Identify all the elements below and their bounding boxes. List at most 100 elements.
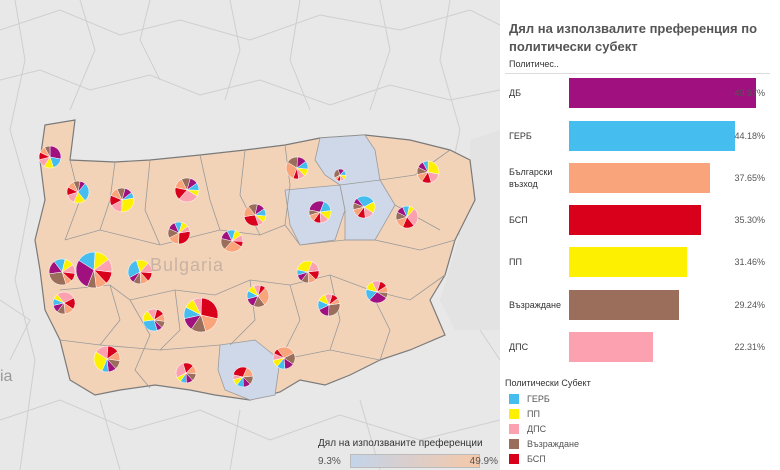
pie-slice xyxy=(257,284,266,297)
bar-row[interactable]: БСП 35.30% xyxy=(500,201,780,239)
region-pie-marker[interactable] xyxy=(183,297,219,333)
bar-row[interactable]: ДБ 49.97% xyxy=(500,74,780,112)
bar-value-label: 35.30% xyxy=(734,215,765,225)
pie-slice xyxy=(296,269,309,276)
bar-column-header[interactable]: Политичес.. xyxy=(509,59,559,69)
region-pie-marker[interactable] xyxy=(272,346,296,370)
pie-slice xyxy=(353,198,365,208)
legend-swatch xyxy=(509,438,519,449)
region-pie-marker[interactable] xyxy=(296,260,320,284)
color-legend: Дял на използваните преференции 9.3% 49.… xyxy=(318,438,498,470)
pie-slice xyxy=(178,225,191,234)
region-pie-marker[interactable] xyxy=(232,366,254,388)
legend-item[interactable]: БСП xyxy=(505,451,770,466)
legend-swatch xyxy=(509,393,519,404)
region-pie-marker[interactable] xyxy=(333,168,347,182)
pie-slice xyxy=(406,205,415,218)
bar[interactable] xyxy=(569,163,711,193)
legend-swatch xyxy=(509,423,519,434)
bar-row[interactable]: ДПС 22.31% xyxy=(500,328,780,366)
pie-slice xyxy=(44,145,51,158)
pie-slice xyxy=(328,298,341,306)
bar-value-label: 37.65% xyxy=(734,173,765,183)
map-panel[interactable]: ia Bulgaria Дял на използваните преферен… xyxy=(0,0,500,470)
pie-slice xyxy=(422,160,429,173)
region-pie-marker[interactable] xyxy=(352,195,376,219)
region-pie-marker[interactable] xyxy=(175,362,197,384)
pie-slice xyxy=(121,192,135,201)
region-pie-marker[interactable] xyxy=(285,156,309,180)
region-pie-marker[interactable] xyxy=(127,259,153,285)
bar[interactable] xyxy=(569,290,679,320)
bar-category-label: ГЕРБ xyxy=(509,131,532,141)
region-pie-marker[interactable] xyxy=(243,203,267,227)
pie-slice xyxy=(273,348,285,359)
bar[interactable] xyxy=(569,121,735,151)
region-pie-marker[interactable] xyxy=(395,205,419,229)
region-pie-marker[interactable] xyxy=(109,187,135,213)
pie-slice xyxy=(101,358,109,373)
bar-category-label: БСП xyxy=(509,215,528,225)
pie-slice xyxy=(186,189,200,197)
region-pie-marker[interactable] xyxy=(174,177,200,203)
pie-slice xyxy=(308,209,321,216)
color-legend-gradient xyxy=(350,454,480,468)
region-pie-marker[interactable] xyxy=(66,180,90,204)
bar-value-label: 49.97% xyxy=(734,88,765,98)
color-legend-title: Дял на използваните преференции xyxy=(318,438,483,449)
bar-value-label: 22.31% xyxy=(734,342,765,352)
region-pie-marker[interactable] xyxy=(48,258,76,286)
region-pie-marker[interactable] xyxy=(38,145,62,169)
region-pie-marker[interactable] xyxy=(308,200,332,224)
region-pie-marker[interactable] xyxy=(246,284,270,308)
pie-slice xyxy=(61,271,72,285)
legend-item[interactable]: ДПС xyxy=(505,421,770,436)
pie-slice xyxy=(231,240,244,248)
pie-slice xyxy=(192,297,202,316)
bar-value-label: 29.24% xyxy=(734,300,765,310)
pie-slice xyxy=(176,372,187,382)
bar[interactable] xyxy=(569,78,757,108)
bar[interactable] xyxy=(569,332,653,362)
legend-swatch xyxy=(509,453,519,464)
bar[interactable] xyxy=(569,247,687,277)
map-country-label: ia xyxy=(0,368,13,385)
region-pie-marker[interactable] xyxy=(52,291,76,315)
region-pie-marker[interactable] xyxy=(416,160,440,184)
bar[interactable] xyxy=(569,205,702,235)
bar-row[interactable]: Възраждане 29.24% xyxy=(500,286,780,324)
region-pie-marker[interactable] xyxy=(365,280,389,304)
region-pie-marker[interactable] xyxy=(142,308,166,332)
bar-chart-title: Дял на използвалите преференция по полит… xyxy=(509,21,758,54)
bar-divider xyxy=(505,73,770,74)
region-pie-marker[interactable] xyxy=(167,221,191,245)
bar-chart-panel: Дял на използвалите преференция по полит… xyxy=(500,0,780,470)
legend-item[interactable]: ГЕРБ xyxy=(505,391,770,406)
region-pie-marker[interactable] xyxy=(93,345,121,373)
pie-slice xyxy=(200,297,219,320)
bar-category-label: Възраждане xyxy=(509,300,562,310)
bulgaria-map[interactable] xyxy=(0,0,500,470)
party-legend-title: Политически Субект xyxy=(505,378,591,388)
pie-slice xyxy=(254,214,264,226)
region-pie-marker[interactable] xyxy=(75,251,113,289)
black-sea xyxy=(440,130,500,330)
color-legend-min: 9.3% xyxy=(318,456,341,467)
legend-item[interactable]: Възраждане xyxy=(505,436,770,451)
bar-category-label: ДПС xyxy=(509,342,529,352)
region-pie-marker[interactable] xyxy=(317,293,341,317)
bar-row[interactable]: Български възход 37.65% xyxy=(500,159,780,197)
bar-category-label: ПП xyxy=(509,257,522,267)
pie-slice xyxy=(292,167,299,180)
bar-value-label: 31.46% xyxy=(734,257,765,267)
bar-category-label: ДБ xyxy=(509,88,522,98)
legend-item[interactable]: ПП xyxy=(505,406,770,421)
pie-slice xyxy=(87,269,97,289)
region-pie-marker[interactable] xyxy=(220,229,244,253)
bar-row[interactable]: ГЕРБ 44.18% xyxy=(500,117,780,155)
pie-slice xyxy=(334,174,341,181)
bar-row[interactable]: ПП 31.46% xyxy=(500,243,780,281)
legend-label: Възраждане xyxy=(527,438,580,449)
pie-slice xyxy=(77,180,86,193)
bar-category-label: Български възход xyxy=(509,167,553,189)
